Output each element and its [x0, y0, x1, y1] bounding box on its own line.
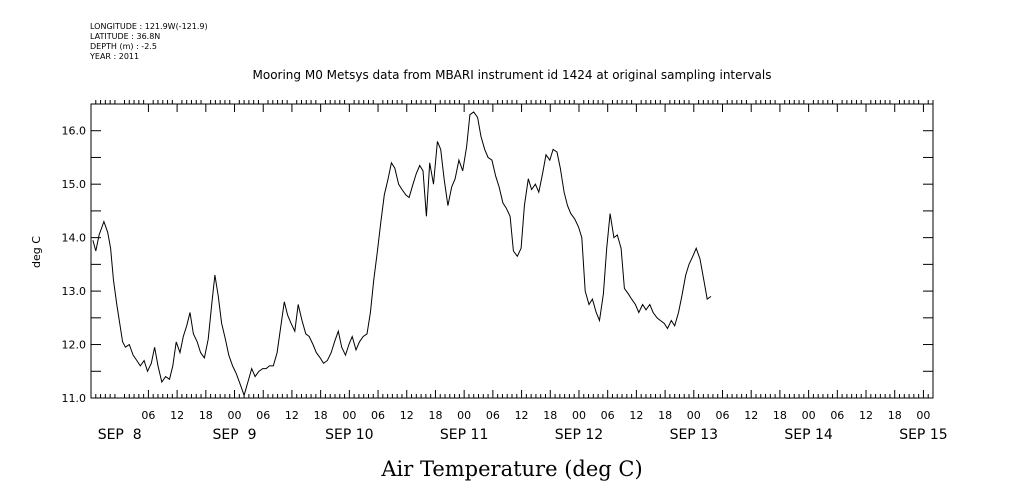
- x-axis-ticks: 06 12 18 00 06 12 18 00 06 12 18 00 06 12 18 00 06 12 18 00…: [141, 104, 930, 422]
- y-tick-label: 13.0: [62, 285, 87, 298]
- x-tick-label: 18: [888, 409, 902, 422]
- x-tick-label: 00: [572, 409, 586, 422]
- x-tick-label: 12: [515, 409, 529, 422]
- x-tick-label: 12: [744, 409, 758, 422]
- x-minor-ticks: [95, 100, 934, 398]
- y-tick-label: 11.0: [62, 392, 87, 405]
- metadata-line-longitude: LONGITUDE : 121.9W(-121.9): [90, 22, 208, 31]
- x-axis-label: Air Temperature (deg C): [380, 457, 642, 481]
- x-tick-label: 12: [400, 409, 414, 422]
- x-tick-label: 18: [314, 409, 328, 422]
- y-tick-label: 14.0: [62, 232, 87, 245]
- x-tick-label: 06: [141, 409, 155, 422]
- x-day-label: SEP 12: [555, 427, 603, 443]
- metadata-line-latitude: LATITUDE : 36.8N: [90, 32, 160, 41]
- x-tick-label: 12: [170, 409, 184, 422]
- x-day-label: SEP 15: [899, 427, 947, 443]
- plot-frame: [90, 103, 934, 399]
- y-tick-label: 16.0: [62, 125, 87, 138]
- y-axis-label: deg C: [30, 236, 43, 268]
- x-tick-label: 06: [716, 409, 730, 422]
- series-line: [92, 111, 712, 397]
- metadata-line-year: YEAR : 2011: [89, 52, 139, 61]
- chart-title: Mooring M0 Metsys data from MBARI instru…: [253, 68, 772, 82]
- y-axis-ticks: 11.0 12.0 13.0 14.0 15.0 16.0: [62, 103, 933, 405]
- x-tick-label: 00: [687, 409, 701, 422]
- x-tick-label: 00: [228, 409, 242, 422]
- y-tick-label: 15.0: [62, 178, 87, 191]
- x-tick-label: 06: [601, 409, 615, 422]
- x-tick-label: 06: [486, 409, 500, 422]
- x-day-label: SEP 10: [325, 427, 373, 443]
- x-tick-label: 18: [543, 409, 557, 422]
- x-tick-label: 18: [199, 409, 213, 422]
- metadata-block: LONGITUDE : 121.9W(-121.9) LATITUDE : 36…: [89, 22, 208, 61]
- x-tick-label: 18: [773, 409, 787, 422]
- x-day-labels: SEP 8 SEP 9 SEP 10 SEP 11 SEP 12 SEP 13 SEP 14…: [98, 427, 948, 443]
- x-tick-label: 12: [859, 409, 873, 422]
- x-day-label: SEP 13: [670, 427, 718, 443]
- x-day-label: SEP 8: [98, 427, 142, 443]
- x-day-label: SEP 14: [784, 427, 833, 443]
- x-tick-label: 06: [830, 409, 844, 422]
- x-tick-label: 00: [802, 409, 816, 422]
- x-tick-label: 06: [256, 409, 270, 422]
- x-tick-label: 00: [457, 409, 471, 422]
- x-tick-label: 18: [428, 409, 442, 422]
- x-tick-label: 12: [285, 409, 299, 422]
- x-tick-label: 00: [916, 409, 930, 422]
- x-tick-label: 18: [658, 409, 672, 422]
- metadata-line-depth: DEPTH (m) : -2.5: [90, 42, 157, 51]
- y-tick-label: 12.0: [62, 339, 87, 352]
- x-tick-label: 00: [342, 409, 356, 422]
- x-day-label: SEP 11: [440, 427, 488, 443]
- x-tick-label: 06: [371, 409, 385, 422]
- x-day-label: SEP 9: [213, 427, 257, 443]
- x-tick-label: 12: [629, 409, 643, 422]
